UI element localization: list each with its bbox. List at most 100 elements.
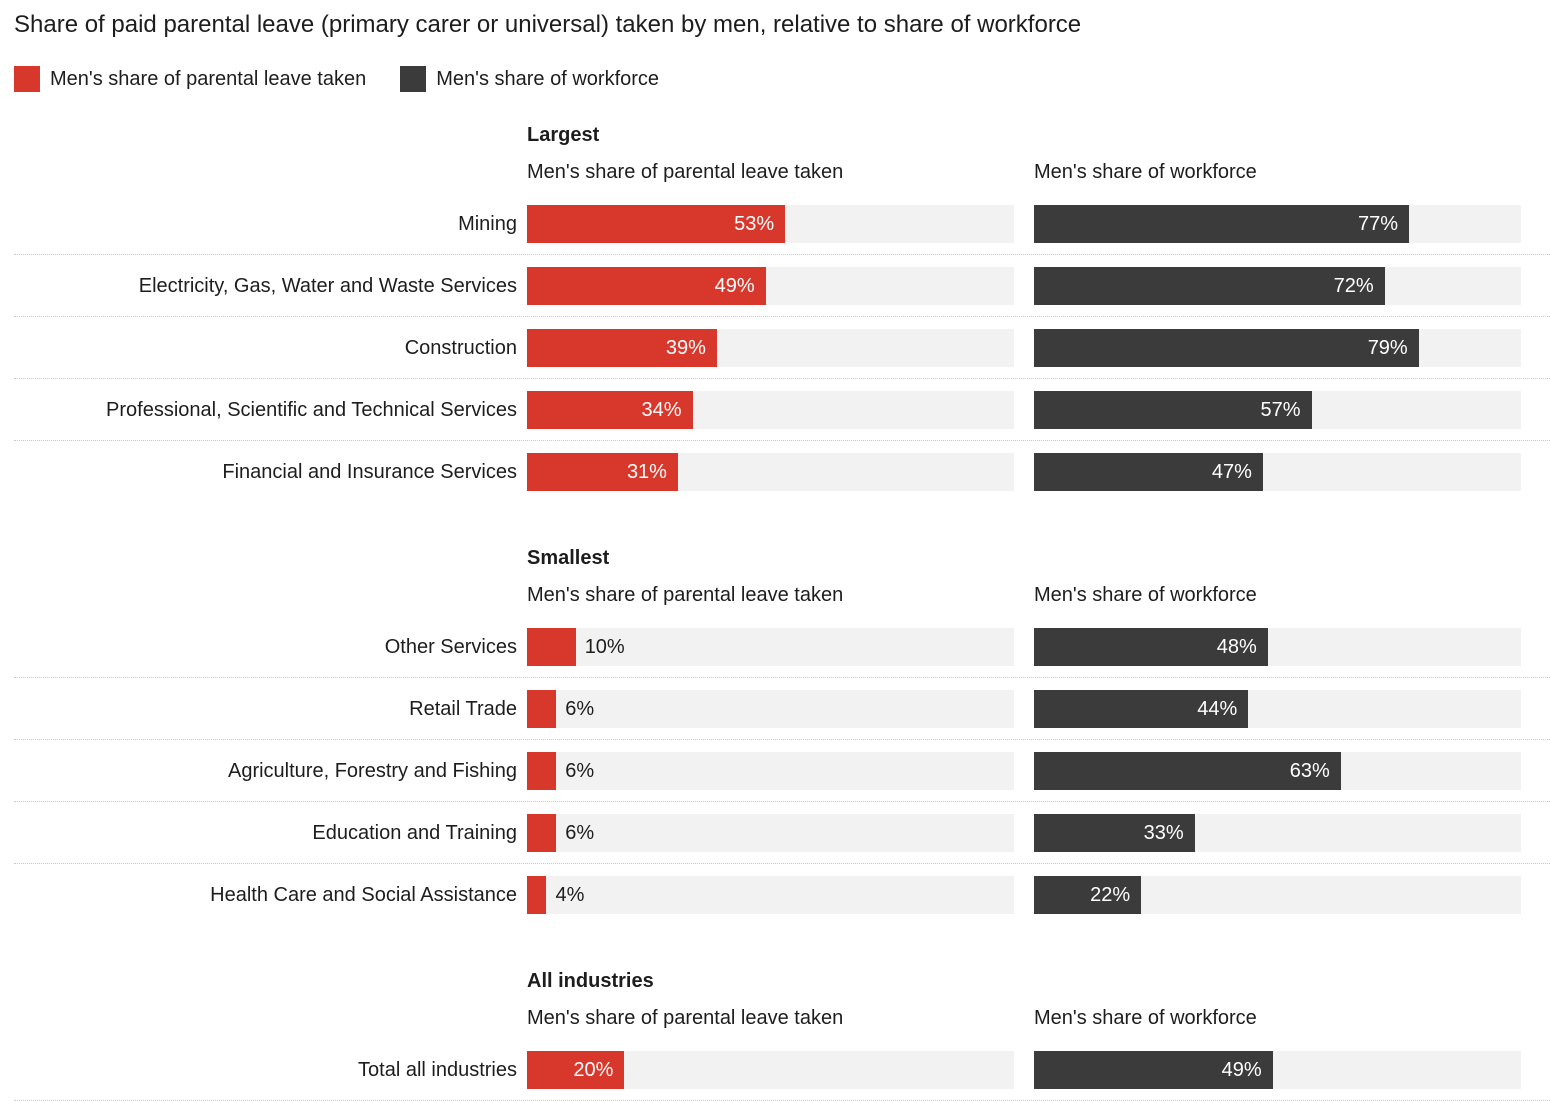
workforce-bar: 57%: [1034, 390, 1312, 429]
leave-value: 31%: [626, 461, 667, 483]
section-header-row: Smallest: [14, 545, 1550, 571]
leave-bar: 20%: [527, 1050, 625, 1089]
chart-row: Education and Training 6% 33%: [14, 802, 1550, 864]
workforce-bar: 49%: [1034, 1050, 1273, 1089]
row-label: Financial and Insurance Services: [222, 461, 517, 483]
workforce-bar-track: 63%: [1034, 751, 1521, 790]
leave-bar-track: 34%: [527, 390, 1014, 429]
leave-bar-track: 49%: [527, 266, 1014, 305]
row-label: Professional, Scientific and Technical S…: [106, 398, 517, 421]
column-headers-row: Men's share of parental leave taken Men's…: [14, 1005, 1550, 1031]
leave-bar-track: 20%: [527, 1050, 1014, 1089]
workforce-bar: 44%: [1034, 689, 1249, 728]
workforce-bar-track: 72%: [1034, 266, 1521, 305]
chart-row: Other Services 10% 48%: [14, 616, 1550, 678]
leave-bar-track: 39%: [527, 328, 1014, 367]
workforce-bar-track: 33%: [1034, 813, 1521, 852]
chart-row: Professional, Scientific and Technical S…: [14, 379, 1550, 441]
leave-value: 4%: [555, 884, 585, 906]
workforce-bar-track: 44%: [1034, 689, 1521, 728]
workforce-bar: 48%: [1034, 627, 1268, 666]
leave-bar-track: 31%: [527, 453, 1014, 491]
leave-bar: 49%: [527, 266, 766, 305]
leave-value: 34%: [641, 398, 682, 421]
section-header: Smallest: [527, 547, 610, 569]
column-headers-row: Men's share of parental leave taken Men's…: [14, 582, 1550, 608]
column-header-workforce: Men's share of workforce: [1034, 1007, 1257, 1029]
chart-header: Share of paid parental leave (primary ca…: [14, 10, 1550, 92]
chart-row: Health Care and Social Assistance 4% 22%: [14, 864, 1550, 926]
column-header-leave: Men's share of parental leave taken: [527, 1007, 844, 1029]
workforce-bar: 79%: [1034, 328, 1419, 367]
row-label: Electricity, Gas, Water and Waste Servic…: [138, 274, 517, 297]
section-all-industries: All industries Men's share of parental le…: [14, 968, 1550, 1101]
chart-row: Mining 53% 77%: [14, 193, 1550, 255]
section-header-row: All industries: [14, 968, 1550, 994]
chart-row: Retail Trade 6% 44%: [14, 678, 1550, 740]
workforce-bar: 33%: [1034, 813, 1195, 852]
leave-value: 6%: [565, 821, 595, 844]
row-label: Other Services: [384, 635, 517, 658]
legend-item-workforce: Men's share of workforce: [400, 66, 659, 92]
legend-item-leave: Men's share of parental leave taken: [14, 66, 366, 92]
row-label: Construction: [404, 336, 517, 359]
section-smallest: Smallest Men's share of parental leave ta…: [14, 545, 1550, 926]
leave-bar-track: 4%: [527, 876, 1014, 914]
leave-value: 53%: [734, 212, 775, 235]
workforce-bar: 47%: [1034, 453, 1263, 491]
leave-bar-track: 53%: [527, 204, 1014, 243]
leave-bar: [527, 627, 576, 666]
leave-value: 10%: [584, 635, 625, 658]
row-label: Agriculture, Forestry and Fishing: [227, 759, 517, 782]
chart-row: Agriculture, Forestry and Fishing 6% 63%: [14, 740, 1550, 802]
workforce-bar-track: 22%: [1034, 876, 1521, 914]
legend-swatch-leave-icon: [14, 66, 40, 92]
leave-value: 6%: [565, 759, 595, 782]
legend-swatch-workforce-icon: [400, 66, 427, 92]
leave-value: 20%: [573, 1058, 614, 1081]
leave-bar: [527, 751, 557, 790]
column-header-workforce: Men's share of workforce: [1034, 584, 1257, 606]
workforce-bar-track: 57%: [1034, 390, 1521, 429]
workforce-bar-track: 49%: [1034, 1050, 1521, 1089]
workforce-value: 72%: [1333, 274, 1374, 297]
chart-row: Electricity, Gas, Water and Waste Servic…: [14, 255, 1550, 317]
workforce-bar-track: 47%: [1034, 453, 1521, 491]
legend: Men's share of parental leave taken Men'…: [14, 66, 1550, 92]
column-headers-row: Men's share of parental leave taken Men's…: [14, 159, 1550, 185]
legend-label-workforce: Men's share of workforce: [436, 67, 660, 90]
workforce-bar-track: 79%: [1034, 328, 1521, 367]
workforce-value: 48%: [1216, 635, 1257, 658]
leave-bar: 53%: [527, 204, 786, 243]
leave-bar: 31%: [527, 453, 678, 491]
workforce-bar: 22%: [1034, 876, 1142, 914]
section-largest: Largest Men's share of parental leave tak…: [14, 122, 1550, 503]
legend-label-leave: Men's share of parental leave taken: [50, 67, 367, 90]
chart-row: Construction 39% 79%: [14, 317, 1550, 379]
leave-bar: [527, 689, 557, 728]
leave-value: 49%: [714, 274, 755, 297]
workforce-bar: 72%: [1034, 266, 1385, 305]
leave-value: 6%: [565, 697, 595, 720]
workforce-bar-track: 48%: [1034, 627, 1521, 666]
row-label: Health Care and Social Assistance: [210, 884, 517, 906]
workforce-value: 49%: [1221, 1058, 1262, 1081]
leave-bar: 39%: [527, 328, 717, 367]
leave-bar: [527, 876, 547, 914]
section-header-row: Largest: [14, 122, 1550, 148]
section-header: Largest: [527, 124, 600, 146]
workforce-value: 63%: [1289, 759, 1330, 782]
workforce-value: 33%: [1143, 821, 1184, 844]
section-header: All industries: [527, 970, 654, 992]
leave-bar: 34%: [527, 390, 693, 429]
workforce-value: 44%: [1197, 697, 1238, 720]
chart-row: Financial and Insurance Services 31% 47%: [14, 441, 1550, 503]
workforce-bar-track: 77%: [1034, 204, 1521, 243]
row-label: Education and Training: [312, 821, 517, 844]
workforce-bar: 77%: [1034, 204, 1409, 243]
workforce-value: 79%: [1367, 336, 1408, 359]
workforce-bar: 63%: [1034, 751, 1341, 790]
column-header-workforce: Men's share of workforce: [1034, 161, 1257, 183]
leave-bar-track: 6%: [527, 751, 1014, 790]
column-header-leave: Men's share of parental leave taken: [527, 161, 844, 183]
